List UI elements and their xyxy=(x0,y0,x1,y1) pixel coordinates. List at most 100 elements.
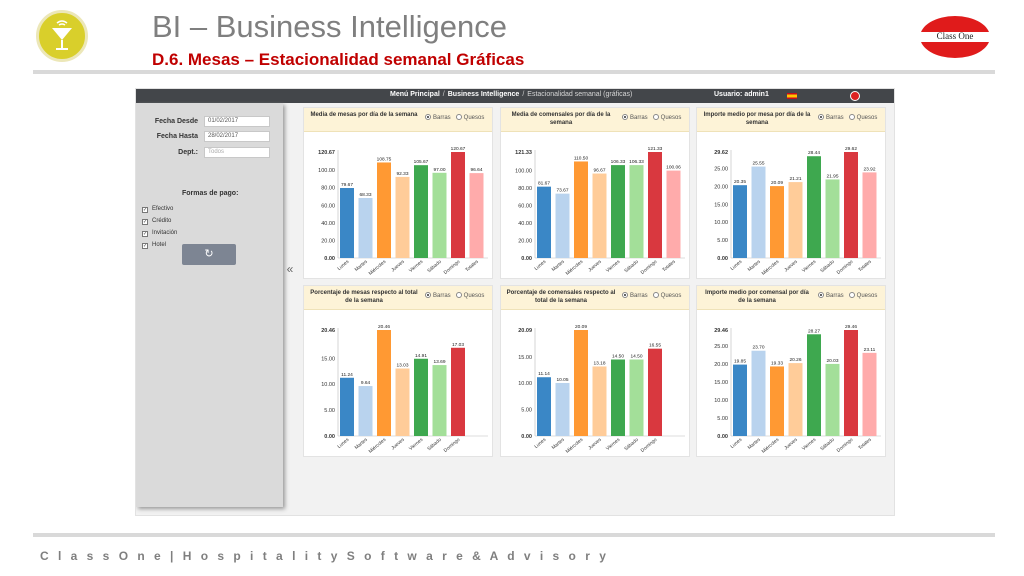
bar-value-label: 81.67 xyxy=(538,181,550,187)
pies-radio[interactable]: Quesos xyxy=(455,292,484,299)
bar[interactable] xyxy=(414,358,428,436)
bar[interactable] xyxy=(629,165,644,258)
radio-icon[interactable] xyxy=(848,114,855,120)
bar[interactable] xyxy=(432,172,447,258)
checkbox-icon[interactable]: ✓ xyxy=(142,207,148,213)
bars-radio[interactable]: Barras xyxy=(818,292,844,299)
bar[interactable] xyxy=(358,386,373,436)
radio-icon[interactable] xyxy=(818,114,824,120)
bar[interactable] xyxy=(340,377,354,436)
pies-radio[interactable]: Quesos xyxy=(455,114,484,121)
payment-checkbox-efectivo[interactable]: ✓ Efectivo xyxy=(142,206,174,213)
bar[interactable] xyxy=(844,330,858,436)
bar[interactable] xyxy=(611,165,625,258)
bar[interactable] xyxy=(537,377,551,436)
slide-title: BI – Business Intelligence xyxy=(152,9,507,44)
date-from-input[interactable]: 01/02/2017 xyxy=(204,116,270,127)
bar[interactable] xyxy=(469,173,484,258)
bar[interactable] xyxy=(788,363,803,436)
x-category-label: Domingo xyxy=(836,437,855,454)
bar[interactable] xyxy=(592,366,607,436)
radio-icon[interactable] xyxy=(818,292,824,298)
radio-icon[interactable] xyxy=(455,292,462,298)
payment-checkbox-credito[interactable]: ✓ Crédito xyxy=(142,218,172,225)
bar[interactable] xyxy=(574,330,588,436)
y-tick-label: 10.00 xyxy=(321,382,335,388)
x-category-label: Jueves xyxy=(587,259,603,274)
chart-panel-header: Importe medio por comensal por día de la… xyxy=(697,286,885,310)
bar-value-label: 14.91 xyxy=(415,353,427,359)
radio-icon[interactable] xyxy=(652,114,659,120)
bar[interactable] xyxy=(825,363,840,436)
bar[interactable] xyxy=(432,365,447,436)
bar[interactable] xyxy=(862,172,877,258)
bar[interactable] xyxy=(340,188,354,258)
radio-icon[interactable] xyxy=(848,292,855,298)
power-icon[interactable] xyxy=(850,91,860,101)
bar[interactable] xyxy=(648,348,662,436)
bar[interactable] xyxy=(592,173,607,258)
bar[interactable] xyxy=(537,186,551,258)
bar-value-label: 100.06 xyxy=(666,165,681,171)
y-tick-label: 20.09 xyxy=(518,328,532,334)
bar[interactable] xyxy=(574,161,588,258)
bar[interactable] xyxy=(377,330,391,436)
bar[interactable] xyxy=(555,382,570,436)
bar[interactable] xyxy=(395,368,410,436)
bar[interactable] xyxy=(377,162,391,258)
dept-select[interactable]: Todos xyxy=(204,147,270,158)
bars-radio[interactable]: Barras xyxy=(425,114,451,121)
checkbox-icon[interactable]: ✓ xyxy=(142,231,148,237)
chart-panel-header: Media de comensales por día de la semana… xyxy=(501,108,689,132)
bar[interactable] xyxy=(807,156,821,258)
date-to-input[interactable]: 28/02/2017 xyxy=(204,131,270,142)
bar[interactable] xyxy=(770,366,784,436)
radio-icon[interactable] xyxy=(652,292,659,298)
payment-checkbox-invitacion[interactable]: ✓ Invitación xyxy=(142,230,178,237)
bars-radio[interactable]: Barras xyxy=(622,292,648,299)
y-tick-label: 15.00 xyxy=(321,356,335,362)
bar[interactable] xyxy=(844,152,858,258)
bar[interactable] xyxy=(648,152,662,258)
bar[interactable] xyxy=(733,185,747,258)
bar[interactable] xyxy=(358,197,373,258)
breadcrumb-section[interactable]: Business Intelligence xyxy=(447,91,520,98)
bar[interactable] xyxy=(395,176,410,258)
radio-icon[interactable] xyxy=(622,292,628,298)
bar[interactable] xyxy=(451,347,465,436)
collapse-sidebar-button[interactable]: « xyxy=(286,262,294,276)
bar[interactable] xyxy=(807,334,821,436)
radio-icon[interactable] xyxy=(622,114,628,120)
bar[interactable] xyxy=(666,170,681,258)
bar[interactable] xyxy=(629,359,644,436)
checkbox-icon[interactable]: ✓ xyxy=(142,243,148,249)
bar[interactable] xyxy=(770,186,784,258)
bar[interactable] xyxy=(555,193,570,258)
checkbox-icon[interactable]: ✓ xyxy=(142,219,148,225)
radio-icon[interactable] xyxy=(425,114,431,120)
y-tick-label: 10.00 xyxy=(714,220,728,226)
bar[interactable] xyxy=(825,179,840,258)
pies-radio[interactable]: Quesos xyxy=(848,114,877,121)
y-tick-label: 5.00 xyxy=(717,416,728,422)
bar[interactable] xyxy=(751,166,766,258)
pies-radio[interactable]: Quesos xyxy=(848,292,877,299)
bar[interactable] xyxy=(733,364,747,436)
pies-radio[interactable]: Quesos xyxy=(652,114,681,121)
bar[interactable] xyxy=(862,352,877,436)
bar[interactable] xyxy=(414,165,428,258)
bar[interactable] xyxy=(788,182,803,258)
bar[interactable] xyxy=(611,359,625,436)
bar[interactable] xyxy=(751,350,766,436)
bars-radio[interactable]: Barras xyxy=(818,114,844,121)
bars-radio[interactable]: Barras xyxy=(425,292,451,299)
radio-icon[interactable] xyxy=(455,114,462,120)
radio-icon[interactable] xyxy=(425,292,431,298)
pies-radio[interactable]: Quesos xyxy=(652,292,681,299)
breadcrumb-home[interactable]: Menú Principal xyxy=(390,91,440,98)
bar[interactable] xyxy=(451,152,465,258)
spanish-flag-icon[interactable] xyxy=(787,93,797,99)
payment-checkbox-hotel[interactable]: ✓ Hotel xyxy=(142,242,167,249)
refresh-button[interactable]: ↻ xyxy=(182,244,236,265)
bars-radio[interactable]: Barras xyxy=(622,114,648,121)
